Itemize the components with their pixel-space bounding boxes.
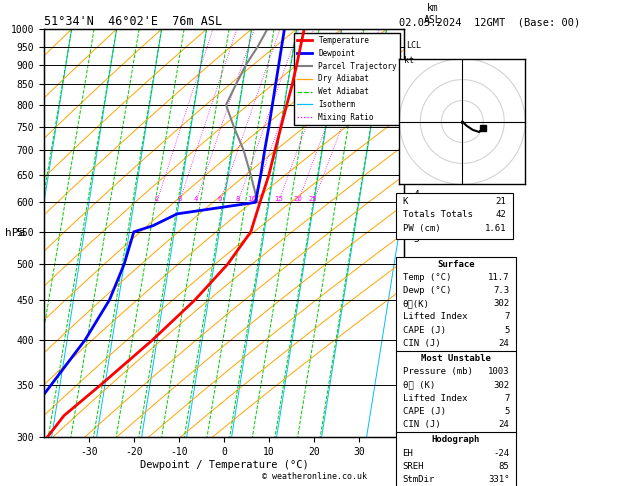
Text: 42: 42 <box>496 210 506 220</box>
Text: CIN (J): CIN (J) <box>403 339 440 348</box>
Text: 7: 7 <box>504 312 509 322</box>
Text: 25: 25 <box>309 196 318 202</box>
Text: kt: kt <box>404 56 414 65</box>
Text: Totals Totals: Totals Totals <box>403 210 472 220</box>
Text: 302: 302 <box>493 299 509 309</box>
Text: 15: 15 <box>274 196 283 202</box>
Text: km
ASL: km ASL <box>424 3 442 25</box>
Text: 21: 21 <box>496 197 506 206</box>
Text: Lifted Index: Lifted Index <box>403 394 467 403</box>
Text: 4: 4 <box>194 196 198 202</box>
Text: 5: 5 <box>504 326 509 335</box>
Text: 7: 7 <box>504 394 509 403</box>
Text: 20: 20 <box>294 196 303 202</box>
Text: 3: 3 <box>177 196 182 202</box>
Text: Dewp (°C): Dewp (°C) <box>403 286 451 295</box>
Text: 2: 2 <box>155 196 159 202</box>
Text: LCL: LCL <box>406 41 421 51</box>
Legend: Temperature, Dewpoint, Parcel Trajectory, Dry Adiabat, Wet Adiabat, Isotherm, Mi: Temperature, Dewpoint, Parcel Trajectory… <box>294 33 400 125</box>
Text: 24: 24 <box>499 420 509 429</box>
Text: Temp (°C): Temp (°C) <box>403 273 451 282</box>
Text: Surface: Surface <box>437 260 475 269</box>
Text: 85: 85 <box>499 462 509 471</box>
Text: © weatheronline.co.uk: © weatheronline.co.uk <box>262 472 367 481</box>
Text: SREH: SREH <box>403 462 424 471</box>
Text: CAPE (J): CAPE (J) <box>403 326 445 335</box>
Text: hPa: hPa <box>5 228 25 238</box>
X-axis label: Dewpoint / Temperature (°C): Dewpoint / Temperature (°C) <box>140 460 308 470</box>
Text: 5: 5 <box>504 407 509 416</box>
Text: Hodograph: Hodograph <box>432 435 480 445</box>
Text: 7.3: 7.3 <box>493 286 509 295</box>
Text: 24: 24 <box>499 339 509 348</box>
Text: CAPE (J): CAPE (J) <box>403 407 445 416</box>
Text: θᴇ (K): θᴇ (K) <box>403 381 435 390</box>
Text: CIN (J): CIN (J) <box>403 420 440 429</box>
Text: 331°: 331° <box>488 475 509 484</box>
Text: 1.61: 1.61 <box>485 224 506 233</box>
Text: 11.7: 11.7 <box>488 273 509 282</box>
Text: EH: EH <box>403 449 413 458</box>
Text: 10: 10 <box>247 196 257 202</box>
Text: 8: 8 <box>236 196 240 202</box>
Text: PW (cm): PW (cm) <box>403 224 440 233</box>
Text: StmDir: StmDir <box>403 475 435 484</box>
Text: K: K <box>403 197 408 206</box>
Text: 1003: 1003 <box>488 367 509 377</box>
Text: θᴇ(K): θᴇ(K) <box>403 299 430 309</box>
Text: 6: 6 <box>218 196 222 202</box>
Text: Most Unstable: Most Unstable <box>421 354 491 364</box>
Text: 51°34'N  46°02'E  76m ASL: 51°34'N 46°02'E 76m ASL <box>44 15 222 28</box>
Text: Lifted Index: Lifted Index <box>403 312 467 322</box>
Text: 302: 302 <box>493 381 509 390</box>
Text: -24: -24 <box>493 449 509 458</box>
Text: 02.05.2024  12GMT  (Base: 00): 02.05.2024 12GMT (Base: 00) <box>399 17 581 27</box>
Text: Pressure (mb): Pressure (mb) <box>403 367 472 377</box>
